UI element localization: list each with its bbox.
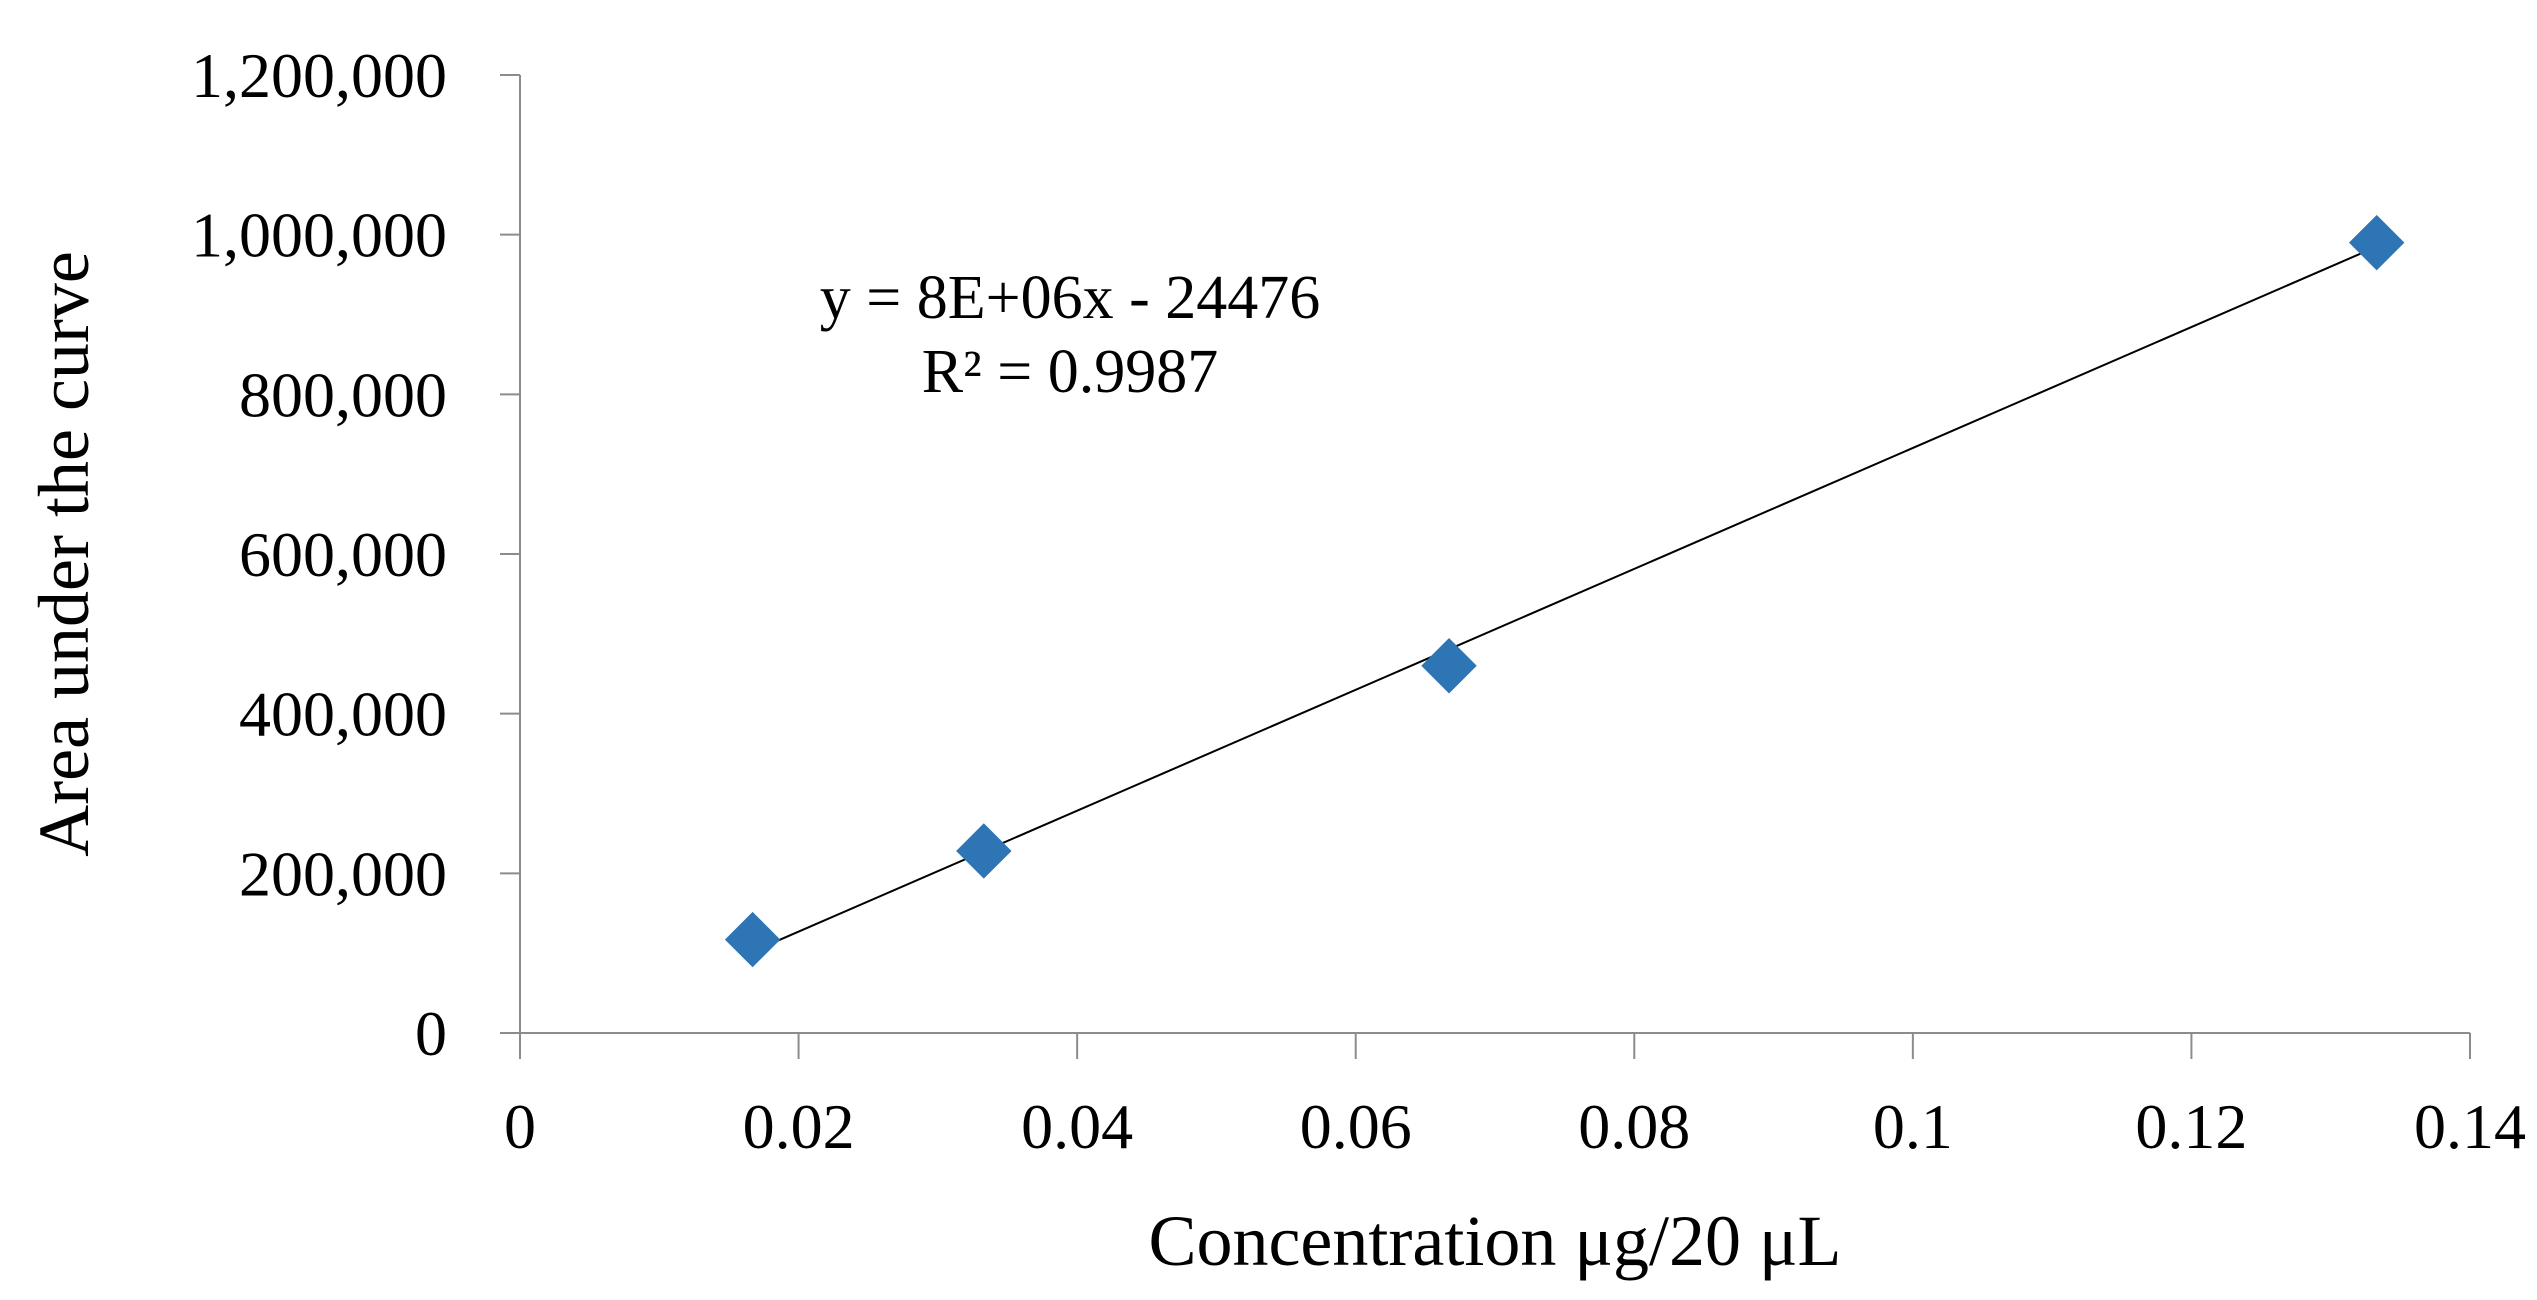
y-tick-label: 1,000,000 (191, 200, 447, 271)
data-point-diamond (1421, 638, 1477, 694)
x-tick-label: 0.06 (1300, 1091, 1412, 1162)
trendline (752, 245, 2378, 953)
x-axis-label: Concentration μg/20 μL (1148, 1201, 1841, 1281)
x-tick-label: 0.14 (2414, 1091, 2526, 1162)
trendline-group (752, 245, 2378, 953)
y-axis-label: Area under the curve (24, 251, 104, 857)
y-tick-label: 800,000 (239, 359, 447, 430)
x-tick-label: 0.08 (1578, 1091, 1690, 1162)
x-tick-label: 0.12 (2135, 1091, 2247, 1162)
y-tick-label: 0 (415, 998, 447, 1069)
data-points (724, 214, 2405, 968)
y-tick-label: 1,200,000 (191, 40, 447, 111)
trendline-r-squared: R² = 0.9987 (922, 338, 1218, 406)
y-tick-label: 400,000 (239, 679, 447, 750)
axes (519, 75, 2470, 1034)
x-tick-label: 0.1 (1873, 1091, 1953, 1162)
data-point-diamond (956, 823, 1012, 879)
y-tick-label: 600,000 (239, 519, 447, 590)
x-tick-label: 0 (504, 1091, 536, 1162)
x-tick-label: 0.04 (1021, 1091, 1133, 1162)
data-point-diamond (2348, 214, 2405, 271)
ticks: 0 0.02 0.04 0.06 0.08 0.1 0.12 0.14 0 200,000 400,… (191, 40, 2526, 1162)
data-point-diamond (724, 911, 781, 968)
trendline-equation: y = 8E+06x - 24476 (820, 264, 1320, 332)
y-tick-label: 200,000 (239, 838, 447, 909)
labels: y = 8E+06x - 24476 R² = 0.9987 Concentra… (24, 251, 1842, 1281)
x-tick-label: 0.02 (743, 1091, 855, 1162)
